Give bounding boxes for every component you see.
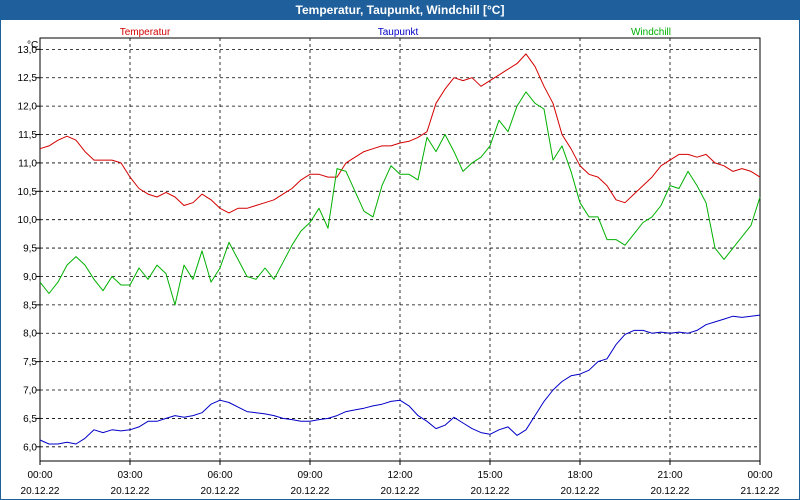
y-tick-label: 6,0 — [23, 442, 37, 453]
x-tick-time: 03:00 — [117, 470, 142, 481]
y-tick-label: 9,5 — [23, 244, 37, 255]
y-tick-label: 13,0 — [18, 45, 38, 56]
x-tick-date: 20.12.22 — [471, 486, 510, 497]
legend-item-temperatur: Temperatur — [120, 27, 171, 38]
x-tick-time: 00:00 — [27, 470, 52, 481]
y-tick-label: 6,5 — [23, 414, 37, 425]
series-line-temperatur — [39, 53, 761, 214]
y-tick-label: 11,5 — [18, 130, 37, 141]
y-tick-label: 10,0 — [18, 215, 38, 226]
window-title: Temperatur, Taupunkt, Windchill [°C] — [1, 1, 799, 20]
y-tick-label: 8,5 — [23, 300, 37, 311]
x-tick-time: 00:00 — [747, 470, 772, 481]
axes: 13,0 12,5 12,0 11,5 11,0 10,5 10,0 9,5 9,0 8,5 8,0… — [18, 37, 780, 497]
x-tick-date: 21.12.22 — [741, 486, 780, 497]
y-tick-label: 8,0 — [23, 329, 37, 340]
x-tick-time: 06:00 — [207, 470, 232, 481]
legend-item-taupunkt: Taupunkt — [378, 27, 419, 38]
x-tick-date: 20.12.22 — [381, 486, 420, 497]
y-axis-label: °C — [27, 40, 38, 51]
x-tick-date: 20.12.22 — [561, 486, 600, 497]
y-tick-label: 11,0 — [18, 158, 37, 169]
x-tick-date: 20.12.22 — [201, 486, 240, 497]
grid-lines — [40, 38, 760, 461]
x-tick-date: 20.12.22 — [291, 486, 330, 497]
y-tick-label: 9,0 — [23, 272, 37, 283]
legend-item-windchill: Windchill — [631, 27, 671, 38]
x-tick-time: 12:00 — [387, 470, 412, 481]
series-line-taupunkt — [39, 314, 761, 445]
x-tick-date: 20.12.22 — [21, 486, 60, 497]
x-tick-time: 18:00 — [567, 470, 592, 481]
x-tick-time: 15:00 — [477, 470, 502, 481]
y-tick-label: 12,5 — [18, 73, 38, 84]
y-tick-label: 7,5 — [23, 357, 37, 368]
legend: Temperatur Taupunkt Windchill — [120, 27, 671, 38]
series-lines — [39, 53, 761, 445]
y-tick-label: 12,0 — [18, 102, 38, 113]
x-tick-date: 20.12.22 — [651, 486, 690, 497]
series-line-windchill — [39, 91, 761, 306]
x-tick-time: 21:00 — [657, 470, 682, 481]
y-tick-label: 10,5 — [18, 187, 38, 198]
x-tick-time: 09:00 — [297, 470, 322, 481]
y-tick-label: 7,0 — [23, 386, 37, 397]
x-tick-date: 20.12.22 — [111, 486, 150, 497]
